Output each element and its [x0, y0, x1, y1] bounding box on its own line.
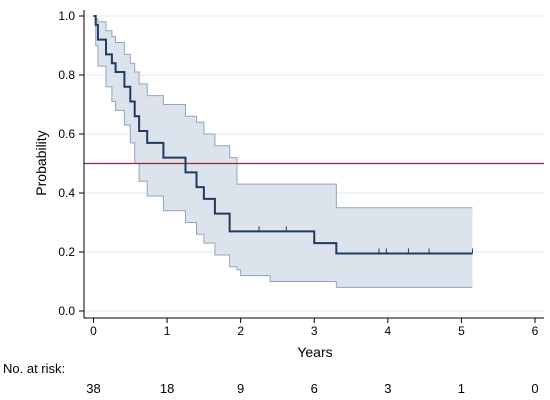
risk-count: 0	[531, 381, 538, 396]
x-tick-label: 6	[532, 324, 539, 338]
confidence-band-fill	[93, 16, 473, 288]
x-tick-label: 5	[458, 324, 465, 338]
x-axis-ticks: 0 1 2 3 4 5 6	[90, 318, 539, 338]
survival-curve	[93, 15, 473, 255]
y-axis-title: Probability	[33, 130, 49, 195]
x-tick-label: 2	[237, 324, 244, 338]
y-tick-label: 0.2	[58, 245, 75, 259]
y-tick-label: 0.0	[58, 304, 75, 318]
risk-count: 6	[311, 381, 318, 396]
confidence-band	[93, 15, 473, 288]
survival-curve-line	[93, 15, 473, 255]
confidence-band-lower	[93, 15, 473, 288]
risk-count: 18	[160, 381, 174, 396]
censor-marks	[258, 226, 473, 254]
risk-table-counts: 38 18 9 6 3 1 0	[86, 381, 538, 396]
x-tick-label: 0	[90, 324, 97, 338]
confidence-band-upper	[93, 15, 473, 209]
y-tick-label: 0.4	[58, 186, 75, 200]
risk-count: 1	[458, 381, 465, 396]
y-tick-label: 1.0	[58, 9, 75, 23]
risk-count: 38	[86, 381, 100, 396]
y-tick-label: 0.6	[58, 127, 75, 141]
y-tick-label: 0.8	[58, 68, 75, 82]
x-axis-title: Years	[297, 344, 332, 360]
risk-table-label: No. at risk:	[3, 361, 65, 376]
x-tick-label: 4	[384, 324, 391, 338]
x-tick-label: 1	[164, 324, 171, 338]
y-axis-ticks: 0.0 0.2 0.4 0.6 0.8 1.0	[58, 9, 84, 318]
x-tick-label: 3	[311, 324, 318, 338]
risk-count: 9	[237, 381, 244, 396]
risk-count: 3	[384, 381, 391, 396]
